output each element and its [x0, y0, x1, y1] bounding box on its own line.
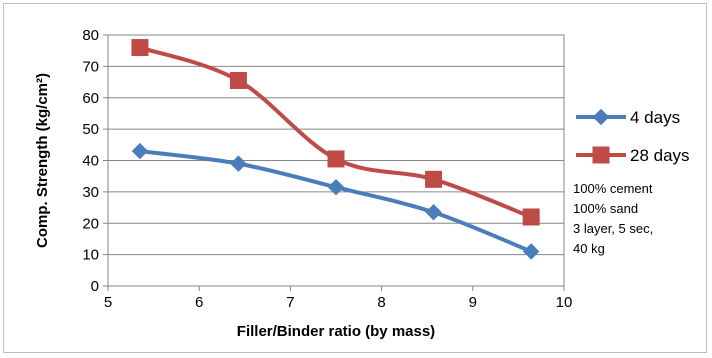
data-point: [425, 204, 442, 221]
x-tick-label: 5: [104, 294, 112, 311]
legend-item-28-days: 28 days: [576, 146, 690, 165]
chart-frame: [3, 3, 707, 353]
annotation-line: 40 kg: [573, 241, 605, 256]
legend-item-4-days: 4 days: [576, 108, 680, 127]
y-tick-label: 20: [82, 215, 99, 232]
y-tick-label: 50: [82, 121, 99, 138]
x-tick-label: 7: [286, 294, 294, 311]
y-tick-label: 60: [82, 90, 99, 107]
x-tick-label: 9: [469, 294, 477, 311]
y-tick-labels: 0 10 20 30 40 50 60 70 80: [82, 27, 108, 295]
annotation-note: 100% cement 100% sand 3 layer, 5 sec, 40 kg: [573, 181, 653, 256]
series-28-days: [131, 39, 540, 226]
legend-label: 4 days: [630, 108, 680, 127]
series-lines: [131, 39, 540, 260]
annotation-line: 100% sand: [573, 201, 638, 216]
annotation-line: 3 layer, 5 sec,: [573, 221, 653, 236]
legend-marker: [592, 146, 610, 164]
y-tick-label: 40: [82, 153, 99, 170]
data-point: [131, 39, 149, 57]
annotation-line: 100% cement: [573, 181, 653, 196]
x-tick-label: 10: [556, 294, 573, 311]
x-tick-label: 6: [195, 294, 203, 311]
data-point: [327, 150, 345, 168]
x-tick-labels: 5 6 7 8 9 10: [104, 286, 573, 311]
y-axis-title: Comp. Strength (kg/cm²): [34, 73, 51, 248]
data-point: [131, 142, 149, 160]
data-point: [230, 155, 247, 172]
x-axis-title: Filler/Binder ratio (by mass): [237, 323, 435, 340]
data-point: [327, 178, 345, 196]
data-point: [229, 71, 247, 89]
legend-label: 28 days: [630, 146, 690, 165]
data-point: [425, 170, 443, 188]
series-4-days: [131, 142, 540, 260]
gridlines: [108, 65, 564, 256]
data-point: [522, 208, 540, 226]
data-point: [522, 243, 540, 260]
y-tick-label: 0: [91, 278, 99, 295]
legend-marker: [592, 108, 610, 126]
y-tick-label: 80: [82, 27, 99, 44]
y-tick-label: 70: [82, 58, 99, 75]
y-tick-label: 30: [82, 184, 99, 201]
y-tick-label: 10: [82, 247, 99, 264]
legend: 4 days 28 days: [576, 108, 690, 165]
x-tick-label: 8: [377, 294, 385, 311]
